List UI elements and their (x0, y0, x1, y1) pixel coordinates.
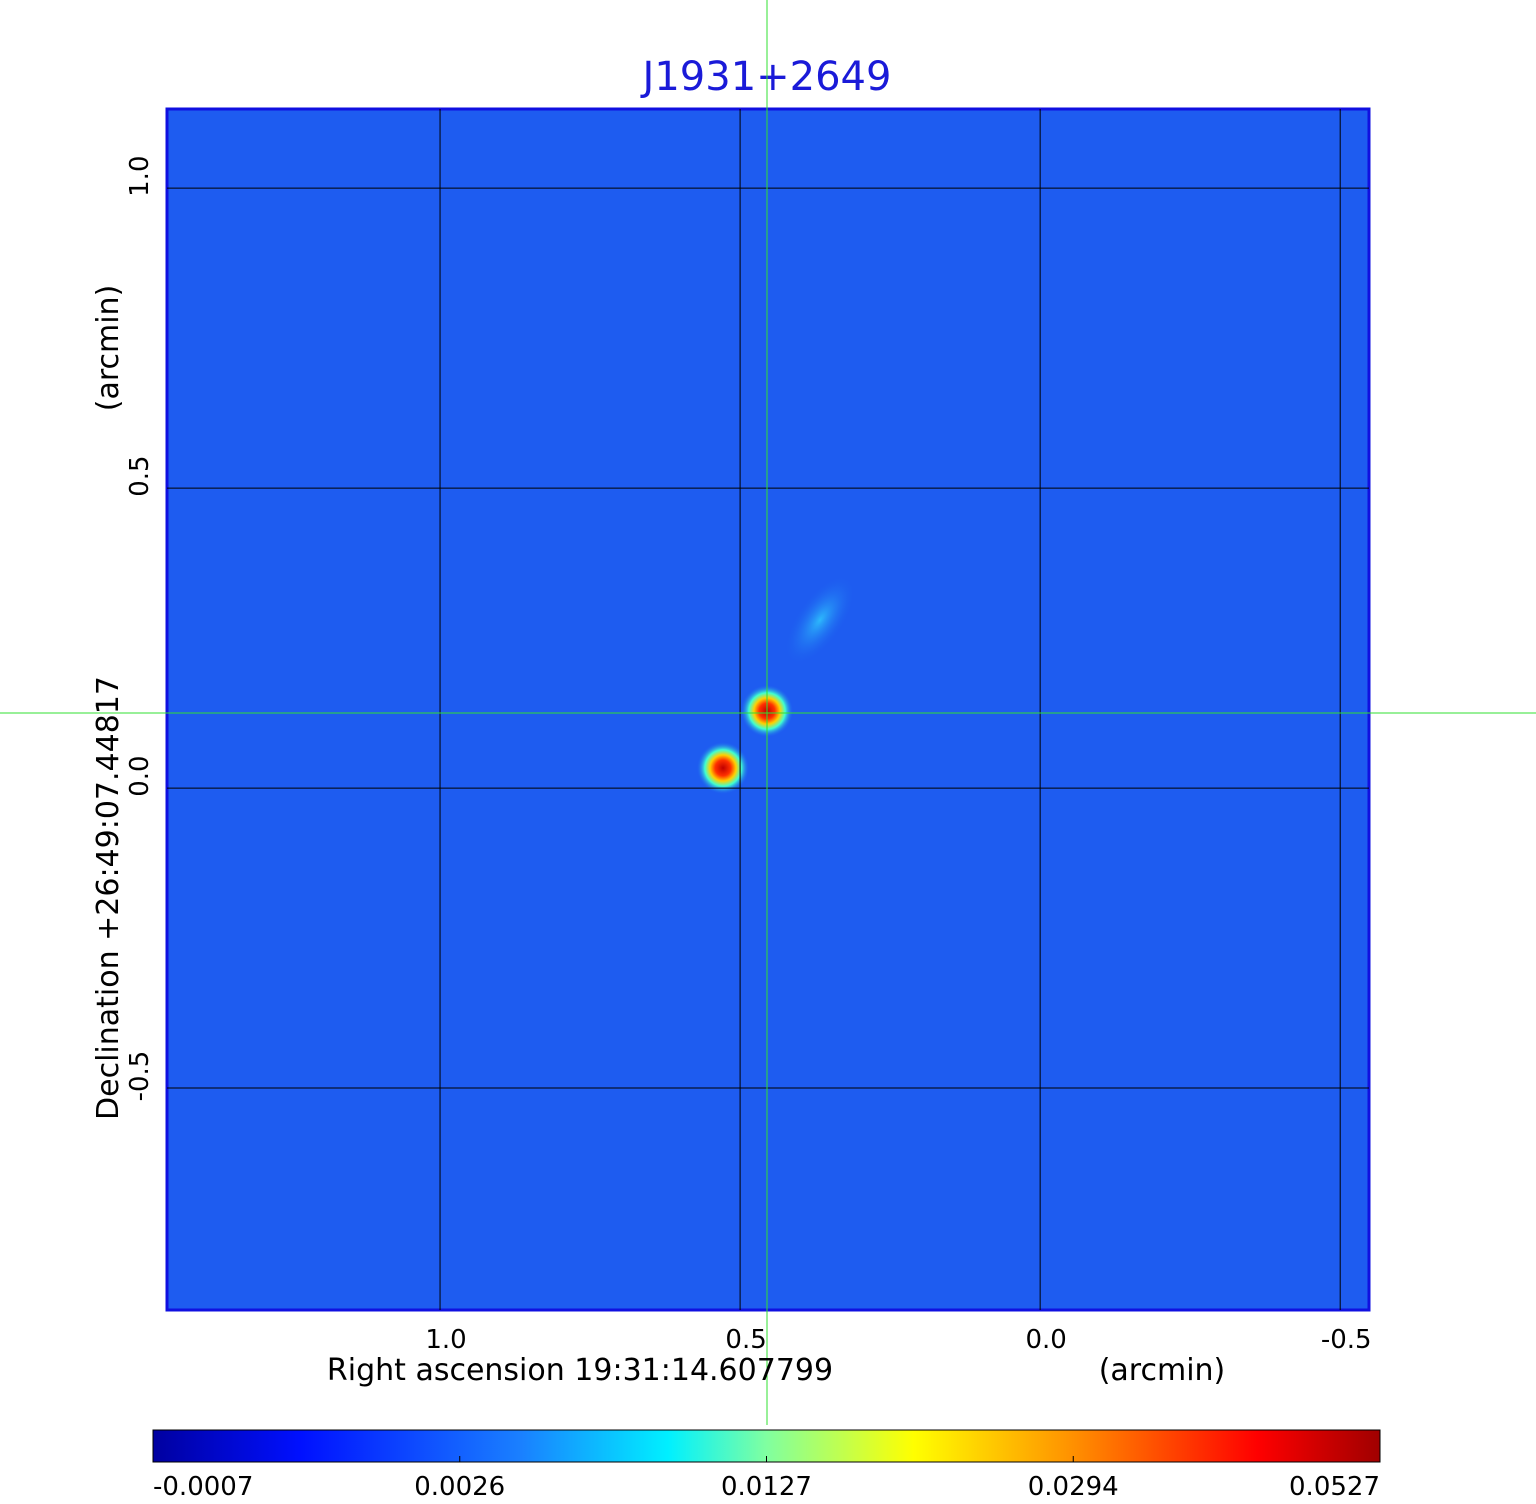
x-tick-label: 0.0 (1025, 1325, 1066, 1355)
y-axis-label: Declination +26:49:07.44817 (91, 676, 126, 1120)
y-axis-unit: (arcmin) (91, 285, 126, 412)
y-tick-label: 0.0 (125, 755, 155, 796)
source (697, 742, 749, 794)
x-axis-unit: (arcmin) (1099, 1353, 1226, 1388)
x-tick-label: -0.5 (1321, 1325, 1372, 1355)
y-tick-label: -0.5 (125, 1051, 155, 1102)
jet-emission (786, 577, 854, 663)
x-tick-label: 1.0 (425, 1325, 466, 1355)
colorbar-tick-label: 0.0127 (721, 1472, 812, 1500)
y-tick-label: 1.0 (125, 156, 155, 197)
colorbar-tick-label: 0.0527 (1289, 1472, 1380, 1500)
y-tick-label: 0.5 (125, 455, 155, 496)
colorbar-tick-label: 0.0026 (414, 1472, 505, 1500)
grid (167, 109, 1369, 1310)
x-axis-label: Right ascension 19:31:14.607799 (327, 1353, 833, 1388)
colorbar-tick-label: 0.0294 (1028, 1472, 1119, 1500)
x-tick-label: 0.5 (725, 1325, 766, 1355)
chart-title: J1931+2649 (640, 54, 892, 100)
colorbar-tick-label: -0.0007 (153, 1472, 253, 1500)
